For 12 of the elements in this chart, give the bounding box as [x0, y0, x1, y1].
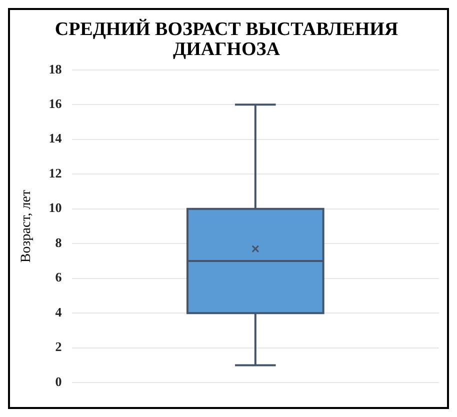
y-tick-label: 2 — [55, 339, 62, 354]
y-tick-label: 10 — [48, 200, 62, 216]
y-tick-label: 4 — [55, 304, 62, 320]
y-tick-label: 18 — [48, 61, 62, 76]
y-tick-label: 14 — [48, 130, 62, 146]
y-tick-label: 6 — [55, 270, 62, 285]
y-axis-title: Возраст, лет — [19, 190, 34, 263]
y-tick-label: 8 — [55, 234, 62, 250]
y-tick-label: 16 — [48, 96, 62, 112]
chart-title: СРЕДНИЙ ВОЗРАСТ ВЫСТАВЛЕНИЯ ДИАГНОЗА — [54, 18, 398, 60]
y-tick-label: 12 — [48, 165, 62, 180]
y-tick-label: 0 — [55, 374, 62, 389]
